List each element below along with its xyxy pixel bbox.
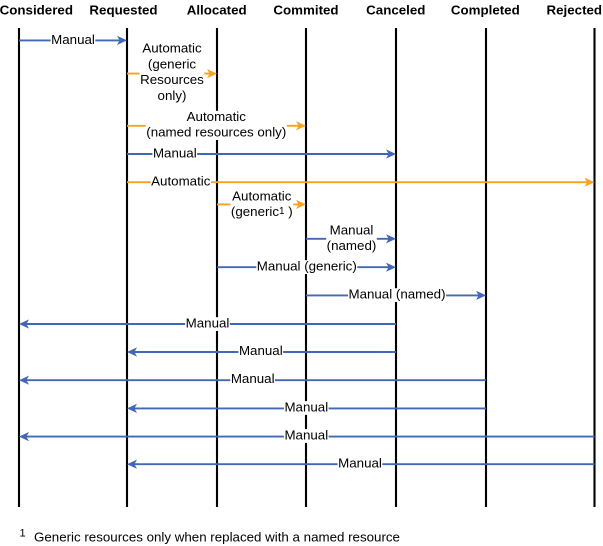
- svg-text:Rejected: Rejected: [547, 3, 603, 18]
- svg-text:Manual: Manual: [330, 223, 374, 238]
- svg-text:Generic resources only when re: Generic resources only when replaced wit…: [34, 529, 400, 544]
- svg-text:only): only): [158, 88, 187, 103]
- svg-text:Manual: Manual: [284, 427, 328, 442]
- svg-text:Manual: Manual: [186, 315, 230, 330]
- svg-text:Commited: Commited: [273, 3, 338, 18]
- svg-text:Resources: Resources: [140, 72, 204, 87]
- svg-text:Manual: Manual: [284, 399, 328, 414]
- svg-text:Manual (named): Manual (named): [348, 286, 445, 301]
- svg-text:Automatic: Automatic: [232, 188, 292, 203]
- svg-text:Manual: Manual: [231, 371, 275, 386]
- svg-text:Manual: Manual: [338, 455, 382, 470]
- svg-text:Canceled: Canceled: [366, 3, 425, 18]
- svg-text:Allocated: Allocated: [187, 3, 247, 18]
- svg-text:(named resources only): (named resources only): [146, 124, 286, 139]
- svg-text:Requested: Requested: [89, 3, 157, 18]
- svg-text:1: 1: [20, 527, 26, 539]
- svg-text:Manual: Manual: [153, 145, 197, 160]
- svg-text:Considered: Considered: [0, 3, 73, 18]
- svg-text:Automatic: Automatic: [187, 109, 247, 124]
- svg-text:Manual: Manual: [51, 32, 95, 47]
- svg-text:Automatic: Automatic: [151, 174, 211, 189]
- svg-text:Completed: Completed: [451, 3, 520, 18]
- svg-text:Manual (generic): Manual (generic): [257, 258, 357, 273]
- svg-text:(named): (named): [327, 238, 377, 253]
- svg-text:(generic1 ): (generic1 ): [231, 204, 293, 219]
- svg-text:Manual: Manual: [239, 343, 283, 358]
- svg-text:Automatic: Automatic: [142, 41, 202, 56]
- svg-text:(generic: (generic: [148, 56, 196, 71]
